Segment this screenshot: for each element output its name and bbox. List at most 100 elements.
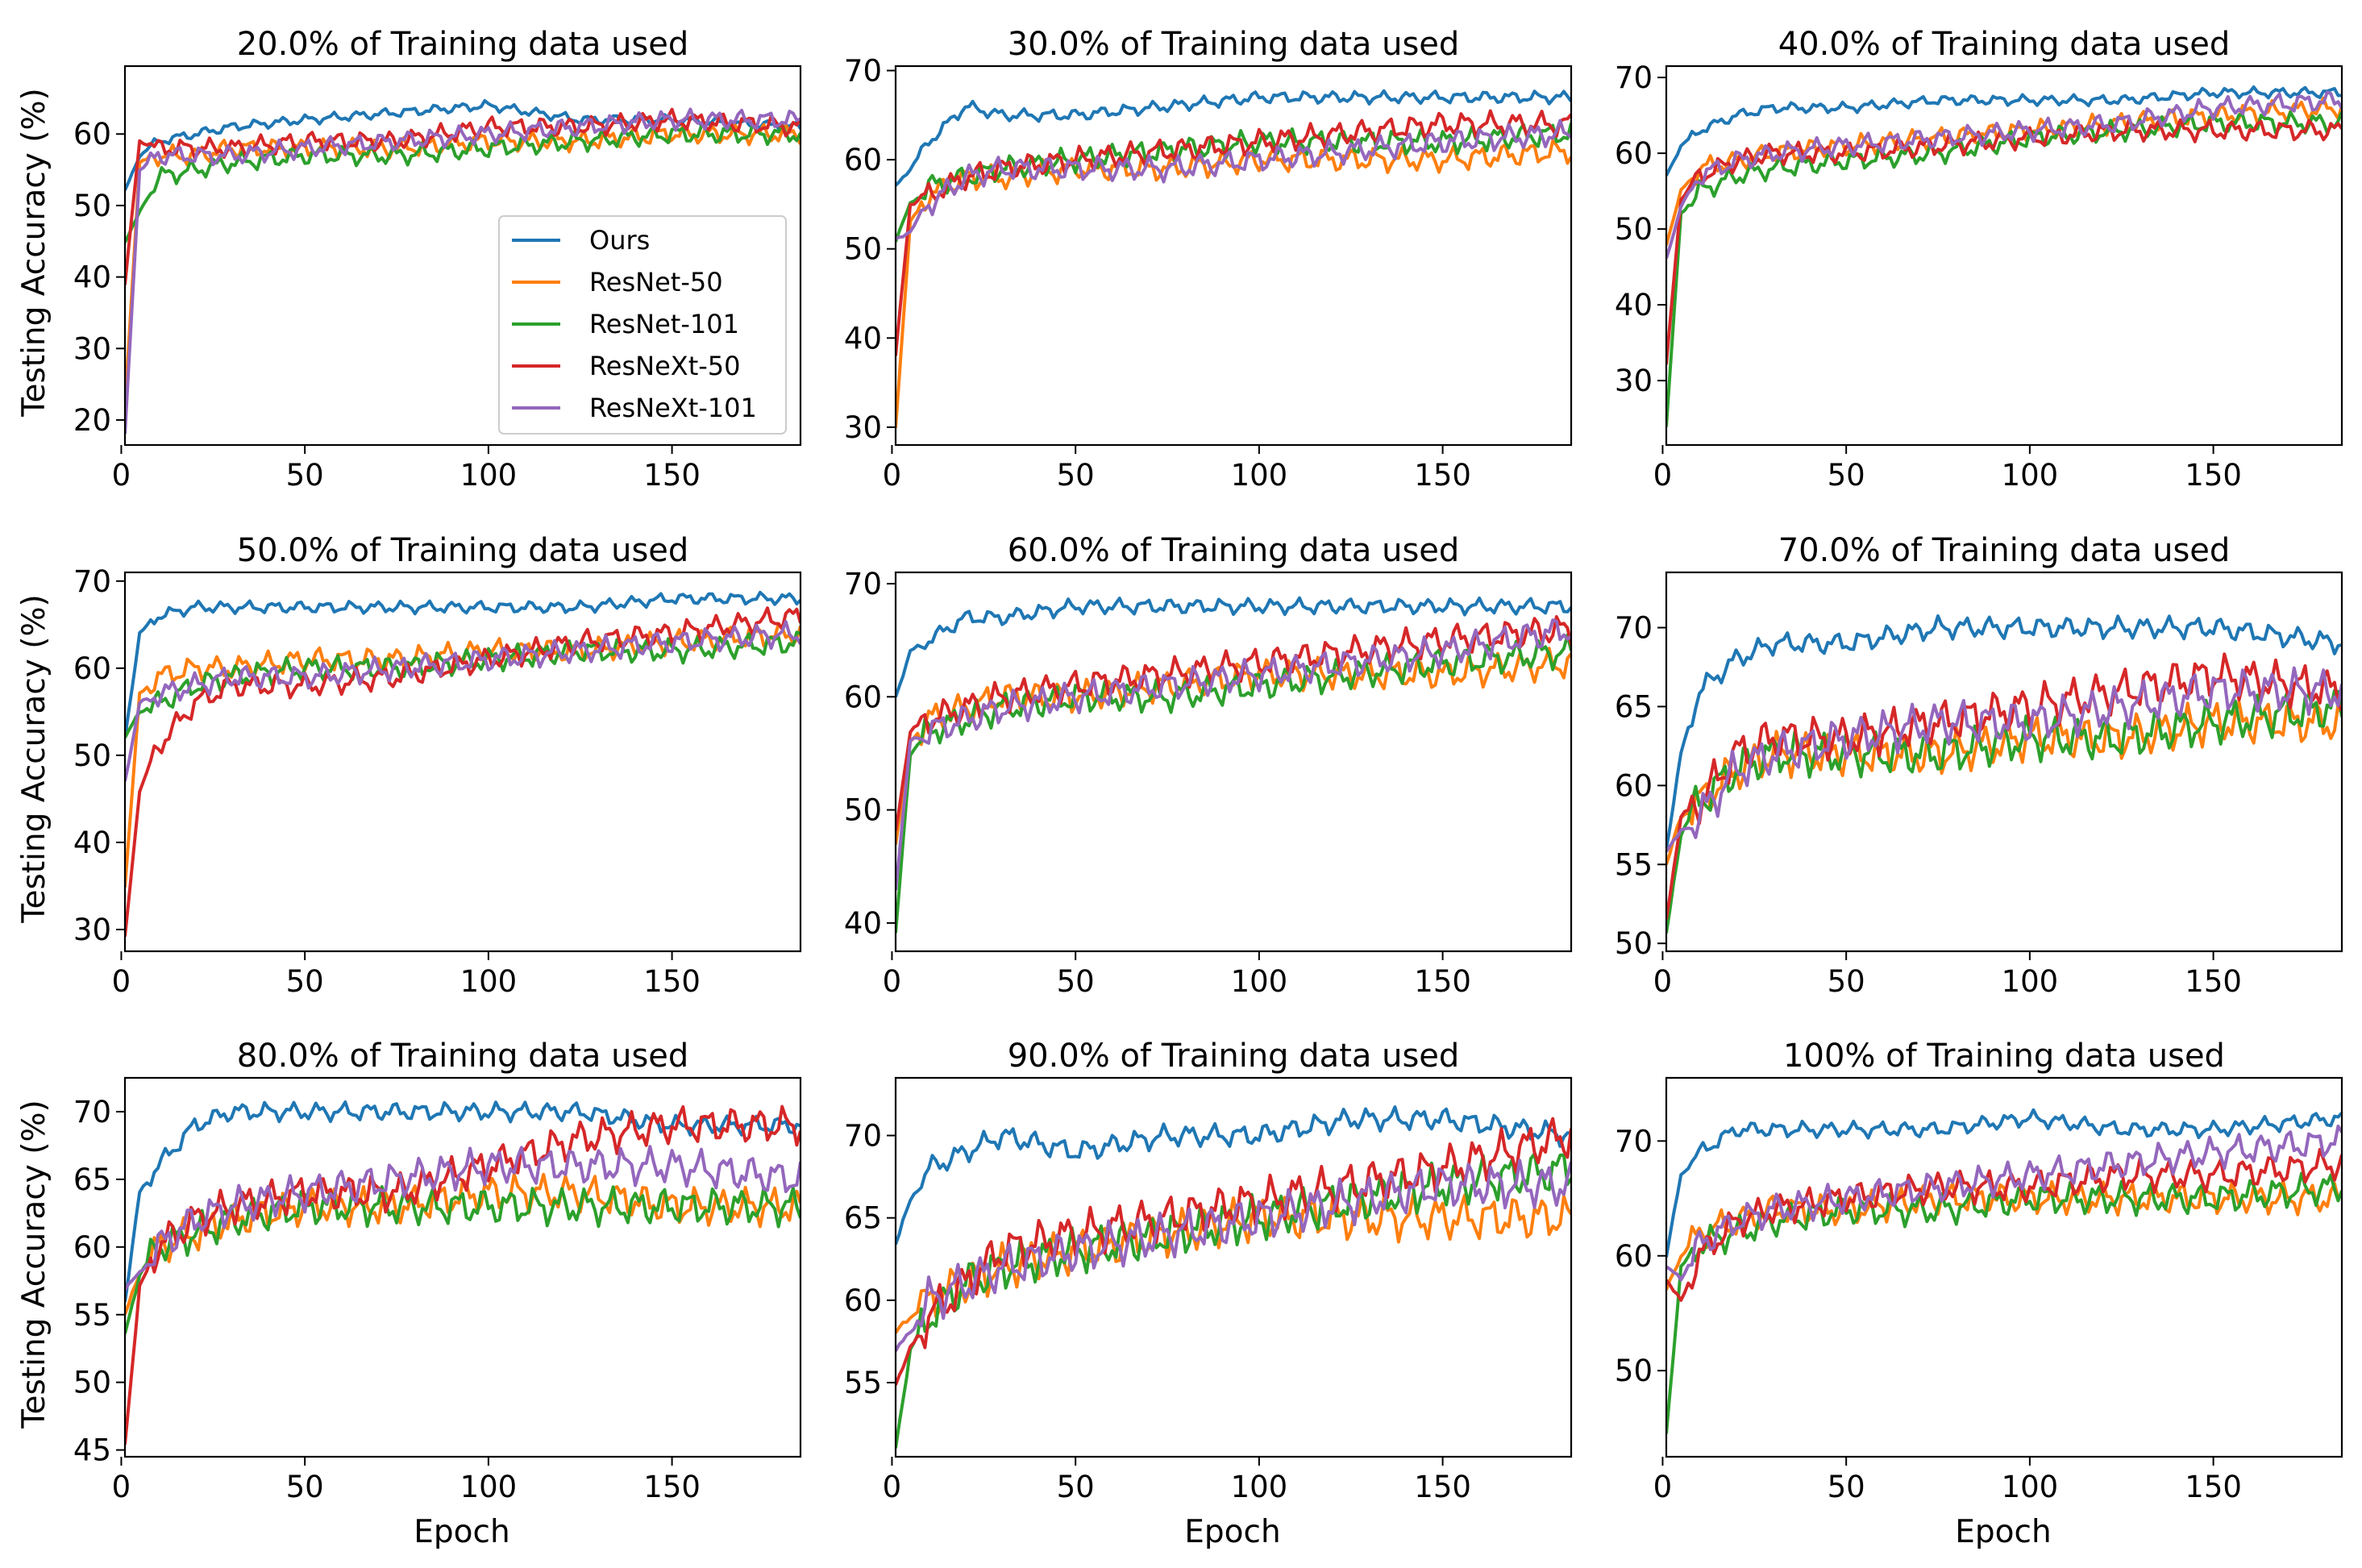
series-lines <box>896 596 1571 934</box>
x-tick-label: 50 <box>286 964 324 999</box>
y-tick-label: 60 <box>844 143 882 177</box>
y-tick-label: 20 <box>73 403 111 438</box>
x-axis-labels: Epoch Epoch Epoch <box>414 1514 2051 1550</box>
series-line-resnet-101 <box>125 630 801 739</box>
series-lines <box>125 590 801 937</box>
chart-panel-4: 50.0% of Training data used 0 50 100 150 30 40… <box>73 532 802 999</box>
x-tick-label: 100 <box>2002 1470 2059 1504</box>
series-line-resnext-50 <box>125 107 801 285</box>
x-tick-label: 0 <box>883 964 902 999</box>
series-line-resnet-50 <box>896 1192 1571 1334</box>
axes-frame <box>1665 571 2343 953</box>
chart-panel-3: 40.0% of Training data used 0 50 100 150 30 40… <box>1615 26 2343 493</box>
y-tick-label: 55 <box>73 1298 111 1333</box>
y-tick-label: 60 <box>1615 136 1653 171</box>
y-tick-label: 65 <box>1615 689 1653 724</box>
x-tick-label: 0 <box>112 1470 131 1504</box>
x-tick-label: 150 <box>2185 458 2242 493</box>
x-tick-label: 0 <box>883 1470 902 1504</box>
y-axis-label-row-2: Testing Accuracy (%) <box>16 594 52 923</box>
y-tick-label: 60 <box>73 1230 111 1265</box>
x-tick-label: 0 <box>112 964 131 999</box>
y-tick-label: 40 <box>73 826 111 860</box>
panel-title: 70.0% of Training data used <box>1778 532 2231 569</box>
x-axis-label-col-1: Epoch <box>414 1514 509 1550</box>
x-tick-label: 150 <box>643 964 701 999</box>
legend-label: ResNet-50 <box>589 267 723 297</box>
x-tick-label: 0 <box>112 458 131 493</box>
panel-title: 100% of Training data used <box>1783 1038 2225 1075</box>
y-tick-label: 70 <box>73 1095 111 1129</box>
x-tick-label: 50 <box>1057 1470 1095 1504</box>
x-tick-label: 50 <box>286 458 324 493</box>
y-tick-label: 70 <box>844 1119 882 1154</box>
series-line-ours <box>1666 1108 2342 1258</box>
y-tick-label: 55 <box>1615 847 1653 882</box>
y-tick-label: 70 <box>844 54 882 89</box>
legend-label: ResNeXt-50 <box>589 351 741 381</box>
x-tick-label: 50 <box>1828 964 1865 999</box>
y-axis-label-row-1: Testing Accuracy (%) <box>16 88 52 417</box>
legend-label: Ours <box>589 225 650 256</box>
y-tick-label: 60 <box>73 117 111 152</box>
x-tick-label: 100 <box>460 458 518 493</box>
y-tick-label: 40 <box>73 260 111 295</box>
y-tick-label: 50 <box>844 793 882 828</box>
x-tick-label: 50 <box>1057 964 1095 999</box>
axes-frame <box>123 571 802 953</box>
y-tick-label: 55 <box>844 1366 882 1400</box>
y-tick-label: 50 <box>73 189 111 223</box>
series-line-resnext-50 <box>896 109 1571 356</box>
x-tick-label: 150 <box>2185 1470 2242 1504</box>
series-line-resnext-101 <box>896 119 1571 241</box>
series-line-ours <box>896 89 1571 187</box>
legend-label: ResNeXt-101 <box>589 393 757 423</box>
y-tick-label: 50 <box>73 738 111 773</box>
panel-title: 80.0% of Training data used <box>237 1038 689 1075</box>
series-line-resnet-101 <box>896 633 1571 934</box>
y-tick-label: 60 <box>73 651 111 686</box>
x-tick-label: 100 <box>1231 1470 1288 1504</box>
series-line-resnext-101 <box>125 620 801 782</box>
series-line-resnet-101 <box>125 122 801 243</box>
y-tick-label: 70 <box>1615 1124 1653 1158</box>
y-tick-label: 60 <box>844 1283 882 1318</box>
legend: Ours ResNet-50 ResNet-101 ResNeXt-50 ResNeXt… <box>498 215 787 435</box>
x-axis-label-col-3: Epoch <box>1955 1514 2051 1550</box>
y-axis-label-row-3: Testing Accuracy (%) <box>16 1100 52 1429</box>
x-tick-label: 150 <box>643 458 701 493</box>
panel-title: 20.0% of Training data used <box>237 26 689 63</box>
axes-frame <box>894 64 1573 447</box>
x-tick-label: 0 <box>1653 458 1673 493</box>
chart-panel-1: 20.0% of Training data used 0 50 100 150 20 30… <box>73 26 802 493</box>
y-tick-label: 65 <box>73 1162 111 1197</box>
y-tick-label: 50 <box>73 1366 111 1400</box>
chart-panel-5: 60.0% of Training data used 0 50 100 150 40 50… <box>844 532 1573 999</box>
series-line-ours <box>1666 85 2342 177</box>
series-line-resnext-101 <box>125 1145 801 1291</box>
series-line-resnext-101 <box>125 107 801 435</box>
x-tick-label: 50 <box>286 1470 324 1504</box>
x-tick-label: 0 <box>1653 964 1673 999</box>
y-tick-label: 70 <box>1615 60 1653 95</box>
y-tick-label: 30 <box>73 331 111 366</box>
y-tick-label: 50 <box>844 232 882 267</box>
x-tick-label: 100 <box>460 1470 518 1504</box>
series-lines <box>1666 614 2342 934</box>
legend-label: ResNet-101 <box>589 309 739 339</box>
series-line-resnext-50 <box>896 1117 1571 1386</box>
panel-title: 40.0% of Training data used <box>1778 26 2231 63</box>
series-line-ours <box>896 596 1571 698</box>
x-axis-label-col-2: Epoch <box>1184 1514 1280 1550</box>
y-tick-label: 60 <box>844 680 882 714</box>
panel-title: 90.0% of Training data used <box>1008 1038 1460 1075</box>
x-tick-label: 100 <box>460 964 518 999</box>
x-tick-label: 50 <box>1057 458 1095 493</box>
chart-panel-9: 100% of Training data used 0 50 100 150 50 60 7… <box>1615 1038 2343 1504</box>
axes-frame <box>1665 1076 2343 1458</box>
x-tick-label: 150 <box>1414 1470 1471 1504</box>
y-tick-label: 65 <box>844 1201 882 1236</box>
chart-panel-8: 90.0% of Training data used 0 50 100 150 55 60… <box>844 1038 1573 1504</box>
